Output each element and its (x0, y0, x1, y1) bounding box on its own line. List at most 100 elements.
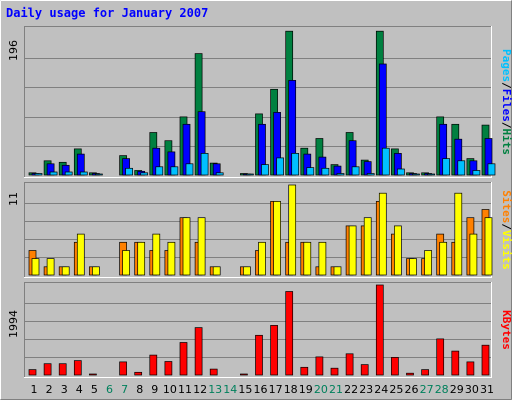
bar-kbytes-day-25 (391, 357, 399, 376)
bar-sites-day-8 (137, 241, 146, 276)
bar-kbytes-day-27 (421, 369, 429, 376)
day-label-25: 25 (389, 383, 403, 396)
day-label-22: 22 (344, 383, 358, 396)
bar-sites-day-21 (333, 266, 342, 276)
day-label-17: 17 (269, 383, 283, 396)
bar-kbytes-day-18 (285, 291, 294, 376)
bar-pages-day-20 (321, 167, 330, 176)
bar-sites-day-7 (122, 250, 130, 276)
bar-kbytes-day-30 (466, 361, 475, 376)
bar-sites-day-30 (469, 233, 478, 276)
day-label-16: 16 (254, 383, 268, 396)
bar-pages-day-2 (49, 171, 58, 176)
bar-kbytes-day-11 (179, 342, 188, 376)
day-label-20: 20 (314, 383, 328, 396)
bar-pages-day-5 (95, 173, 103, 176)
day-label-23: 23 (359, 383, 373, 396)
panel-1: 196 Pages/Files/Hits (7, 26, 512, 178)
day-label-26: 26 (405, 383, 419, 396)
day-label-1: 1 (31, 383, 38, 396)
day-label-4: 4 (76, 383, 83, 396)
bar-sites-day-12 (197, 217, 206, 276)
bar-sites-day-9 (152, 233, 161, 276)
bar-pages-day-15 (246, 173, 254, 176)
panel-max-label: 196 (7, 40, 20, 61)
bar-sites-day-29 (454, 192, 463, 276)
bar-sites-day-4 (76, 233, 85, 276)
day-label-28: 28 (435, 383, 449, 396)
bar-kbytes-day-16 (255, 334, 263, 376)
bar-pages-day-23 (366, 173, 375, 176)
bar-kbytes-day-8 (134, 371, 143, 376)
legend-separator: / (500, 223, 512, 230)
bar-pages-day-13 (215, 172, 224, 176)
bar-kbytes-day-28 (436, 338, 445, 376)
bar-sites-day-15 (243, 266, 251, 276)
day-label-12: 12 (193, 383, 207, 396)
day-label-31: 31 (480, 383, 494, 396)
day-label-24: 24 (374, 383, 388, 396)
day-label-2: 2 (46, 383, 53, 396)
legend-files: Files (500, 89, 512, 122)
bar-pages-day-25 (397, 168, 405, 176)
day-label-27: 27 (420, 383, 434, 396)
bar-sites-day-22 (348, 225, 357, 276)
bar-sites-day-24 (378, 192, 387, 276)
bar-kbytes-day-2 (43, 363, 52, 376)
bar-pages-day-8 (140, 172, 149, 176)
bar-sites-day-10 (167, 241, 176, 276)
legend-separator: / (500, 122, 512, 129)
bar-pages-day-28 (442, 158, 451, 176)
legend-visits: Visits (500, 230, 512, 270)
day-label-9: 9 (151, 383, 158, 396)
bar-pages-day-9 (155, 166, 164, 176)
day-label-8: 8 (136, 383, 143, 396)
bar-kbytes-day-29 (451, 350, 460, 376)
bar-pages-day-12 (200, 153, 209, 176)
bar-sites-day-26 (409, 258, 417, 276)
bar-kbytes-day-13 (209, 368, 218, 376)
bar-kbytes-day-1 (28, 369, 37, 376)
bar-sites-day-5 (92, 266, 100, 276)
legend-pages: Pages (500, 49, 512, 82)
bar-kbytes-day-22 (345, 353, 354, 376)
bar-sites-day-25 (394, 225, 402, 276)
bar-sites-day-31 (484, 217, 493, 276)
day-label-7: 7 (121, 383, 128, 396)
panel-legend: KBytes (500, 310, 512, 350)
bar-sites-day-1 (31, 258, 40, 276)
bar-sites-day-13 (212, 266, 221, 276)
bar-sites-day-23 (363, 217, 372, 276)
bar-pages-day-18 (291, 153, 300, 176)
bar-kbytes-day-10 (164, 361, 173, 376)
bar-pages-day-26 (412, 173, 420, 176)
day-label-11: 11 (178, 383, 192, 396)
day-label-29: 29 (450, 383, 464, 396)
bar-kbytes-day-9 (149, 354, 158, 376)
bar-pages-day-3 (64, 171, 73, 176)
bar-kbytes-day-4 (73, 360, 82, 376)
bar-kbytes-day-12 (194, 327, 203, 376)
bar-kbytes-day-5 (89, 373, 97, 376)
bar-sites-day-19 (303, 241, 312, 276)
legend-kbytes: KBytes (500, 310, 512, 350)
bar-kbytes-day-24 (375, 284, 384, 376)
bar-pages-day-1 (34, 173, 43, 176)
day-label-6: 6 (106, 383, 113, 396)
day-label-21: 21 (329, 383, 343, 396)
day-label-14: 14 (223, 383, 237, 396)
bar-kbytes-day-21 (330, 367, 339, 376)
bar-pages-day-7 (125, 167, 133, 176)
panel-legend: Sites/Visits (500, 190, 512, 270)
bar-sites-day-18 (288, 184, 297, 276)
panel-3: 1994 KBytes (7, 282, 512, 378)
panel-2: 11 Sites/Visits (7, 182, 512, 278)
day-label-30: 30 (465, 383, 479, 396)
bar-sites-day-3 (61, 266, 70, 276)
legend-sites: Sites (500, 190, 512, 223)
bar-pages-day-21 (336, 173, 345, 176)
bar-pages-day-30 (472, 170, 481, 176)
bar-pages-day-11 (185, 163, 194, 176)
bar-sites-day-17 (273, 201, 281, 276)
